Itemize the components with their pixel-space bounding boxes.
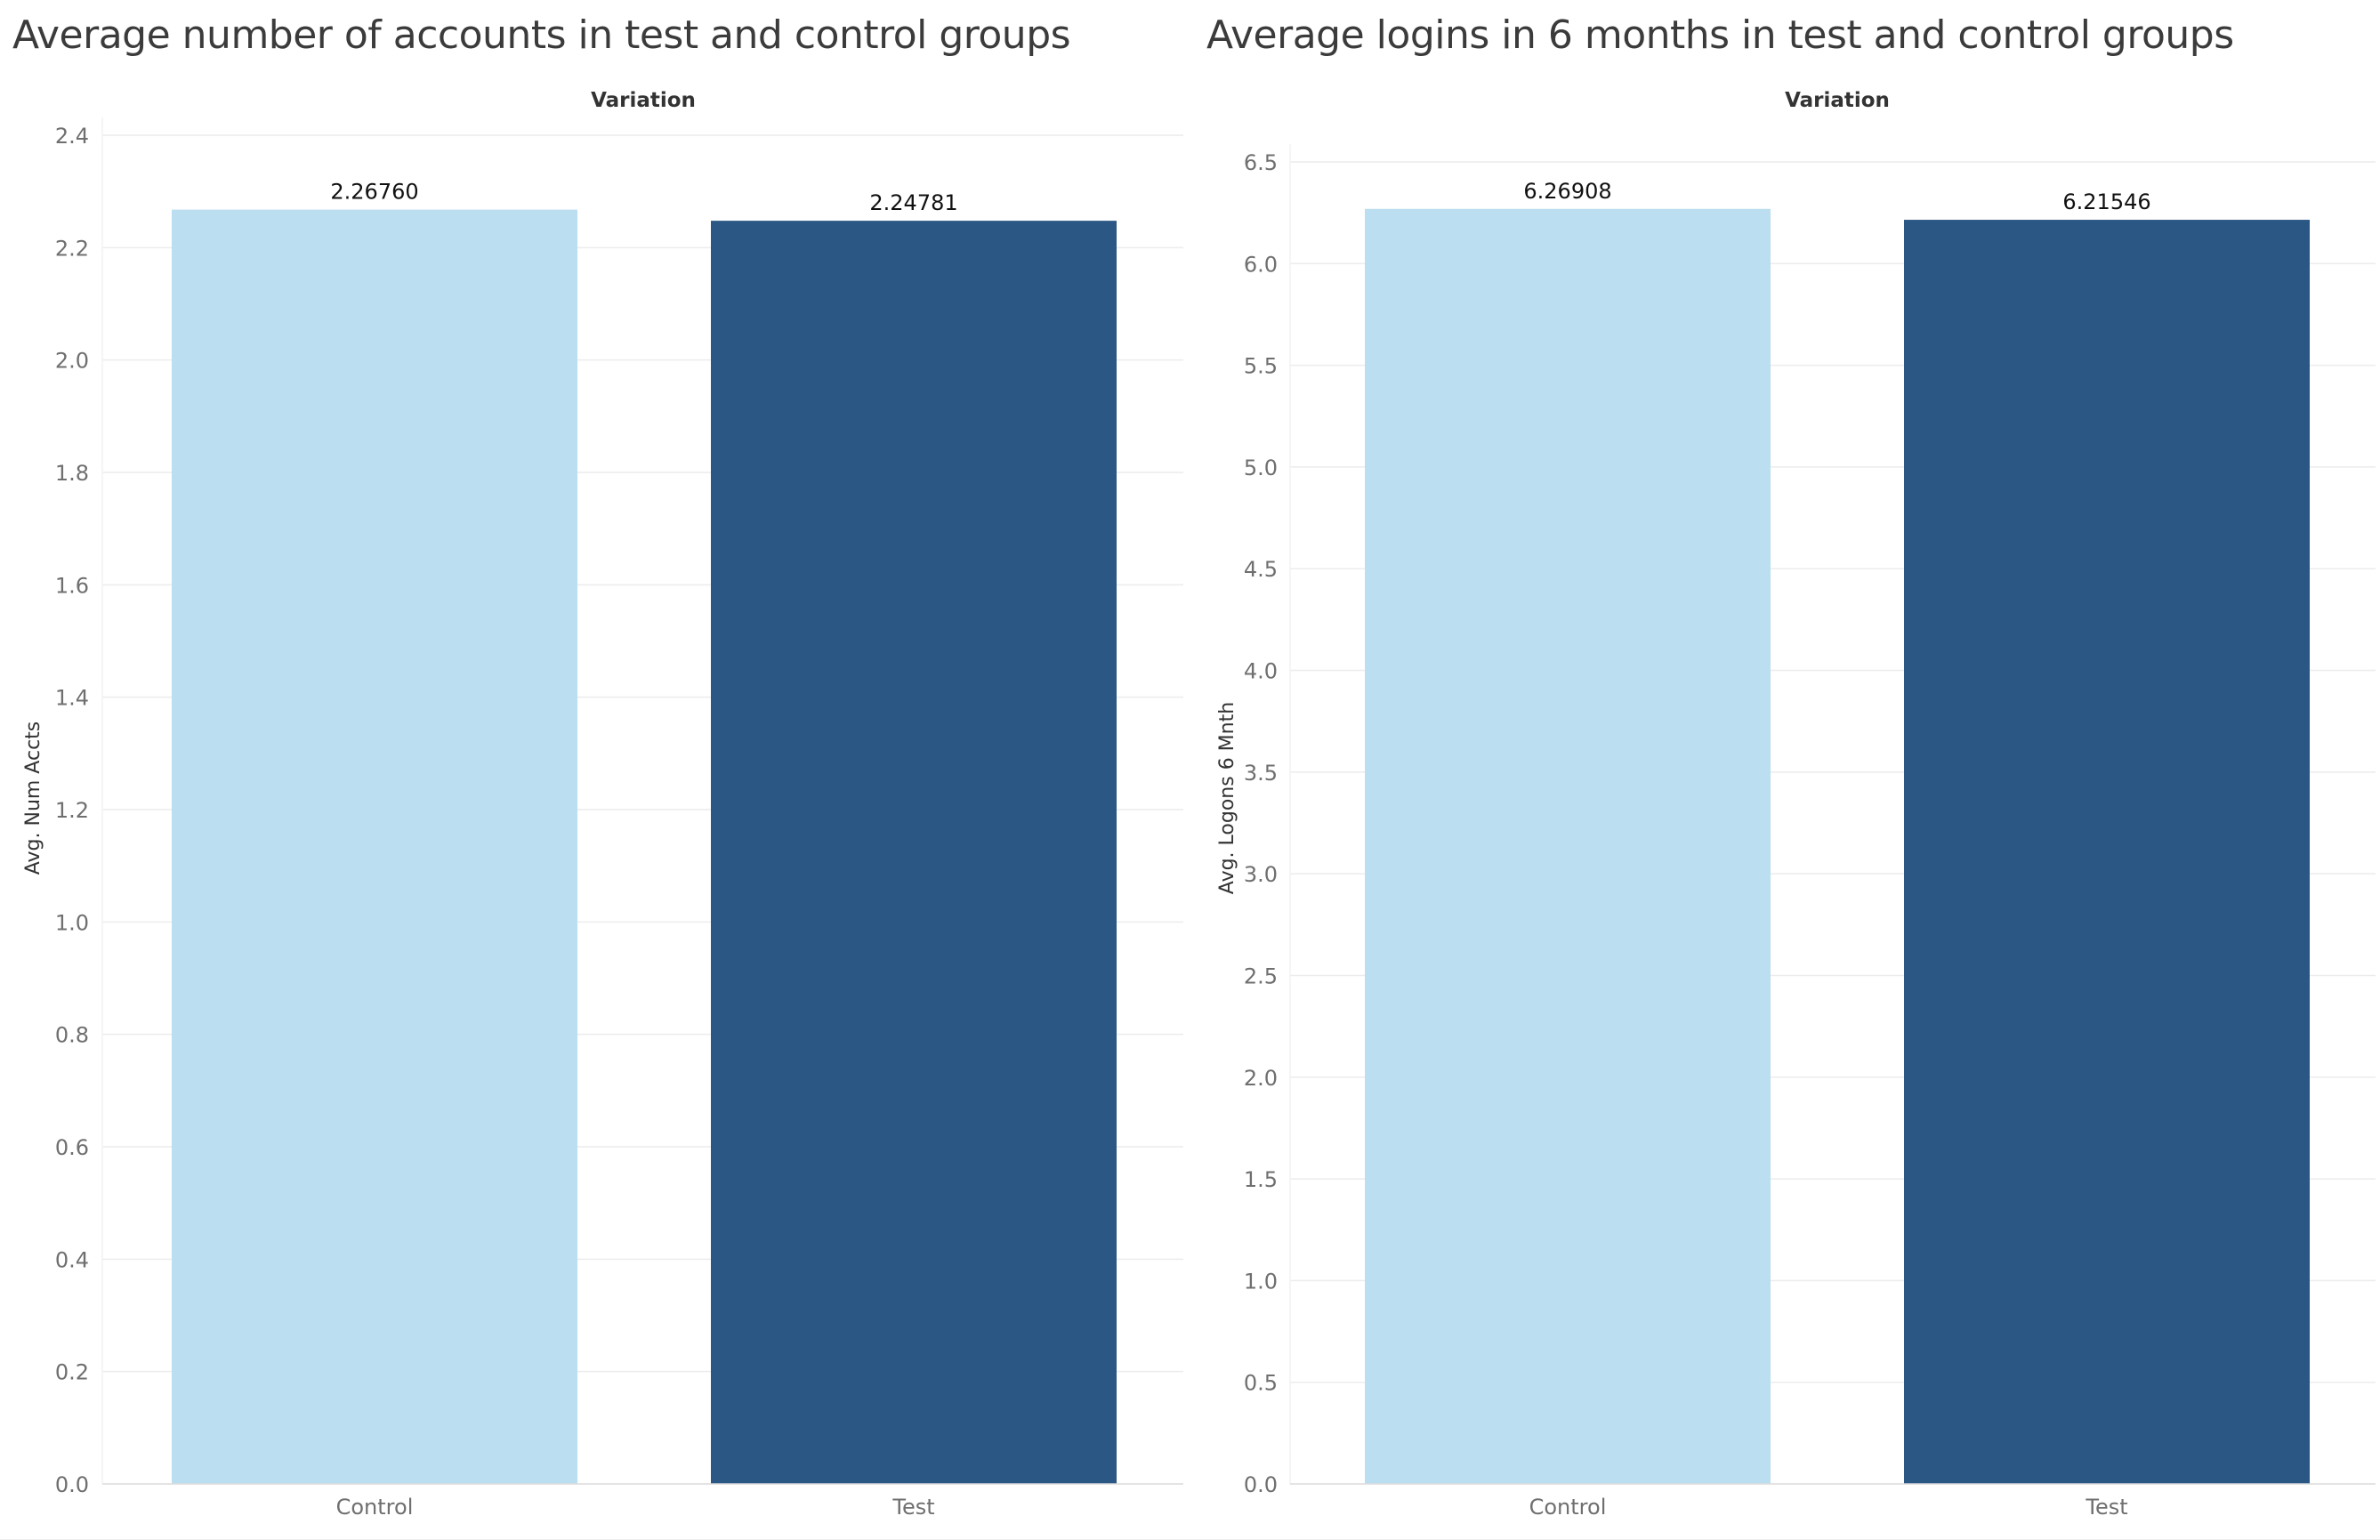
- y-tick-label: 5.0: [1244, 456, 1278, 480]
- y-tick-label: 2.5: [1244, 964, 1278, 988]
- x-category-label: Test: [2085, 1495, 2127, 1520]
- y-tick-label: 1.0: [1244, 1269, 1278, 1294]
- y-tick-label: 3.5: [1244, 761, 1278, 786]
- x-category-label: Control: [336, 1495, 414, 1520]
- y-tick-label: 4.5: [1244, 557, 1278, 582]
- chart-title: Average logins in 6 months in test and c…: [1206, 12, 2234, 58]
- y-tick-label: 2.0: [1244, 1066, 1278, 1091]
- y-tick-label: 3.0: [1244, 862, 1278, 887]
- column-header: Variation: [1785, 89, 1890, 112]
- column-header: Variation: [591, 89, 696, 112]
- x-category-label: Test: [891, 1495, 934, 1520]
- chart-plot-accounts: Variation 0.0 0.2 0.4 0.6 0.8 1.0 1.2 1.4 1.6 1.8 2…: [22, 89, 1183, 1520]
- y-tick-label: 4.0: [1244, 659, 1278, 684]
- y-tick-label: 1.4: [55, 686, 89, 711]
- bar-control[interactable]: [172, 209, 577, 1484]
- bar-control[interactable]: [1365, 208, 1771, 1484]
- data-label: 2.26760: [330, 180, 418, 205]
- y-tick-label: 2.0: [55, 349, 89, 374]
- x-category-label: Control: [1529, 1495, 1607, 1520]
- y-tick-label: 5.5: [1244, 354, 1278, 379]
- y-axis-label: Avg. Logons 6 Mnth: [1216, 702, 1238, 894]
- y-tick-label: 6.5: [1244, 150, 1278, 175]
- chart-panel-accounts: Average number of accounts in test and c…: [12, 12, 1183, 1520]
- y-tick-label: 0.0: [1244, 1472, 1278, 1497]
- y-tick-label: 0.2: [55, 1360, 89, 1385]
- y-tick-label: 1.2: [55, 798, 89, 823]
- y-tick-label: 0.4: [55, 1247, 89, 1272]
- bar-test[interactable]: [711, 221, 1117, 1485]
- y-tick-label: 0.0: [55, 1472, 89, 1497]
- y-tick-label: 0.5: [1244, 1371, 1278, 1396]
- y-tick-label: 1.6: [55, 573, 89, 598]
- y-tick-label: 1.0: [55, 910, 89, 935]
- y-tick-label: 1.8: [55, 461, 89, 486]
- y-tick-label: 6.0: [1244, 252, 1278, 277]
- y-axis-label: Avg. Num Accts: [22, 722, 44, 875]
- data-label: 6.21546: [2062, 189, 2150, 214]
- chart-panel-logins: Average logins in 6 months in test and c…: [1192, 0, 2380, 1540]
- y-tick-label: 1.5: [1244, 1167, 1278, 1192]
- data-label: 6.26908: [1523, 179, 1611, 204]
- bar-test[interactable]: [1904, 220, 2310, 1485]
- chart-plot-logins: Variation 0.0 0.5 1.0 1.5 2.0 2.5 3.0 3.5 4.0 4.5 5…: [1216, 89, 2376, 1520]
- chart-title: Average number of accounts in test and c…: [12, 12, 1071, 58]
- y-tick-label: 0.6: [55, 1135, 89, 1160]
- y-tick-label: 2.2: [55, 236, 89, 261]
- y-tick-label: 2.4: [55, 124, 89, 149]
- data-label: 2.24781: [869, 190, 957, 215]
- y-tick-label: 0.8: [55, 1023, 89, 1048]
